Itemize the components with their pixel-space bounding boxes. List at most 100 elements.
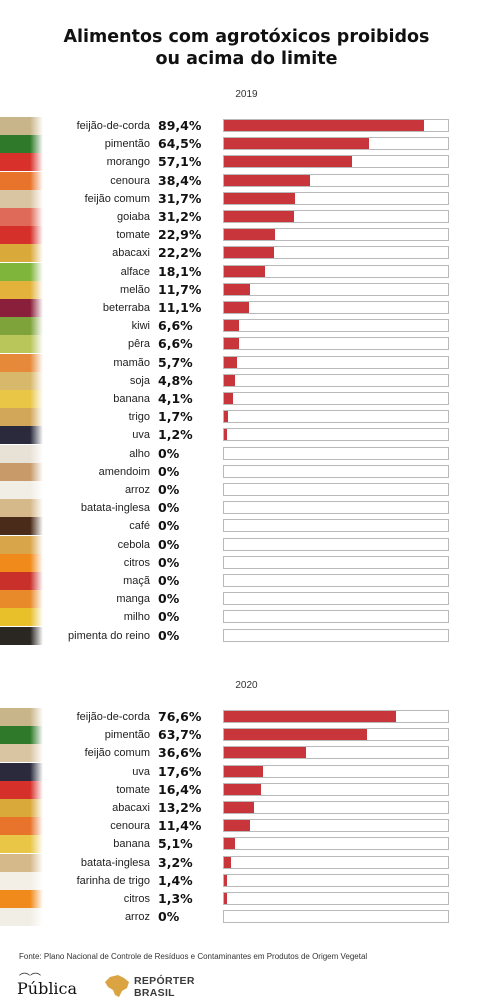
- food-photo-thumbnail: [0, 708, 43, 726]
- bar-track: [223, 264, 449, 278]
- bar-track: [223, 119, 449, 132]
- bar-track: [223, 228, 449, 242]
- bar-row: feijão-de-corda 89,4%: [0, 117, 493, 135]
- bar-row: pimentão 64,5%: [0, 135, 493, 154]
- value-label: 1,4%: [158, 872, 193, 888]
- value-label: 5,1%: [158, 836, 193, 852]
- bar-row: batata-inglesa 3,2%: [0, 853, 493, 872]
- food-photo-thumbnail: [0, 572, 43, 590]
- bar-row: arroz 0%: [0, 908, 493, 927]
- food-photo-thumbnail: [0, 608, 43, 627]
- bar-track: [223, 910, 449, 924]
- bar-row: beterraba 11,1%: [0, 299, 493, 317]
- category-label: feijão-de-corda: [76, 711, 150, 723]
- section-2019-year-label: 2019: [235, 89, 258, 100]
- bar-row: banana 5,1%: [0, 835, 493, 854]
- value-label: 0%: [158, 536, 180, 552]
- publica-logo: ⌒⌒ Pública: [17, 974, 87, 998]
- bar-track: [223, 392, 449, 405]
- category-label: pimentão: [104, 729, 150, 742]
- chart-title-line-2: ou acima do limite: [155, 49, 338, 69]
- food-photo-thumbnail: [0, 353, 43, 372]
- bar-track: [223, 892, 449, 905]
- food-photo-thumbnail: [0, 626, 43, 645]
- food-photo-thumbnail: [0, 780, 43, 799]
- category-label: tomate: [116, 229, 150, 242]
- category-label: citros: [123, 893, 150, 905]
- food-photo-thumbnail: [0, 317, 43, 336]
- food-photo-thumbnail: [0, 835, 43, 854]
- bar-track: [223, 246, 449, 260]
- value-label: 1,3%: [158, 891, 193, 906]
- bar: [224, 729, 367, 741]
- value-label: 0%: [158, 573, 180, 588]
- bar-track: [223, 137, 449, 151]
- bar-track: [223, 819, 449, 833]
- bar-track: [223, 537, 449, 551]
- value-label: 0%: [158, 609, 180, 625]
- bar-track: [223, 173, 449, 187]
- value-label: 0%: [158, 500, 180, 516]
- bar-track: [223, 155, 449, 169]
- value-label: 6,6%: [158, 336, 193, 352]
- bar: [224, 765, 264, 777]
- category-label: citros: [123, 556, 150, 569]
- category-label: cenoura: [110, 820, 150, 833]
- category-label: manga: [116, 593, 150, 606]
- bar: [224, 893, 227, 904]
- value-label: 11,4%: [158, 818, 202, 834]
- bar: [224, 120, 425, 131]
- bar-track: [223, 801, 449, 814]
- bar-row: mamão 5,7%: [0, 353, 493, 372]
- bar: [224, 156, 352, 168]
- bar: [224, 229, 276, 241]
- bar-track: [223, 373, 449, 387]
- bar: [224, 856, 232, 868]
- bar: [224, 747, 306, 759]
- bar-track: [223, 301, 449, 314]
- value-label: 31,2%: [158, 209, 202, 224]
- bar-row: abacaxi 13,2%: [0, 799, 493, 817]
- food-photo-thumbnail: [0, 153, 43, 172]
- food-photo-thumbnail: [0, 590, 43, 609]
- value-label: 0%: [158, 554, 180, 570]
- bar-row: arroz 0%: [0, 481, 493, 499]
- category-label: pêra: [127, 338, 150, 351]
- food-photo-thumbnail: [0, 726, 43, 745]
- reporter-logo-line-1: REPÓRTER: [134, 975, 195, 987]
- bar-row: morango 57,1%: [0, 153, 493, 172]
- food-photo-thumbnail: [0, 299, 43, 317]
- food-photo-thumbnail: [0, 762, 43, 781]
- bar-row: alho 0%: [0, 444, 493, 463]
- bar: [224, 356, 237, 368]
- bar-row: batata-inglesa 0%: [0, 499, 493, 518]
- value-label: 57,1%: [158, 154, 202, 170]
- bar-row: soja 4,8%: [0, 371, 493, 390]
- category-label: arroz: [124, 911, 150, 924]
- bar-track: [223, 592, 449, 606]
- value-label: 6,6%: [158, 318, 193, 334]
- bar-track: [223, 337, 449, 351]
- food-photo-thumbnail: [0, 481, 43, 499]
- bar-row: uva 17,6%: [0, 762, 493, 781]
- bar-track: [223, 428, 449, 442]
- food-photo-thumbnail: [0, 135, 43, 154]
- bar-row: café 0%: [0, 517, 493, 536]
- bar-row: maçã 0%: [0, 572, 493, 590]
- chart-title-line-1: Alimentos com agrotóxicos proibidos: [63, 27, 430, 47]
- value-label: 17,6%: [158, 763, 202, 779]
- bar-track: [223, 410, 449, 424]
- section-2020-year-label: 2020: [235, 680, 258, 691]
- food-photo-thumbnail: [0, 371, 43, 390]
- bar-row: pêra 6,6%: [0, 335, 493, 354]
- food-photo-thumbnail: [0, 517, 43, 536]
- category-label: kiwi: [131, 320, 150, 333]
- bar-track: [223, 782, 449, 796]
- bar-track: [223, 746, 449, 760]
- bar: [224, 174, 310, 186]
- bar-row: uva 1,2%: [0, 426, 493, 445]
- bar: [224, 138, 369, 150]
- food-photo-thumbnail: [0, 871, 43, 890]
- category-label: banana: [113, 393, 150, 405]
- bar-row: cenoura 11,4%: [0, 817, 493, 836]
